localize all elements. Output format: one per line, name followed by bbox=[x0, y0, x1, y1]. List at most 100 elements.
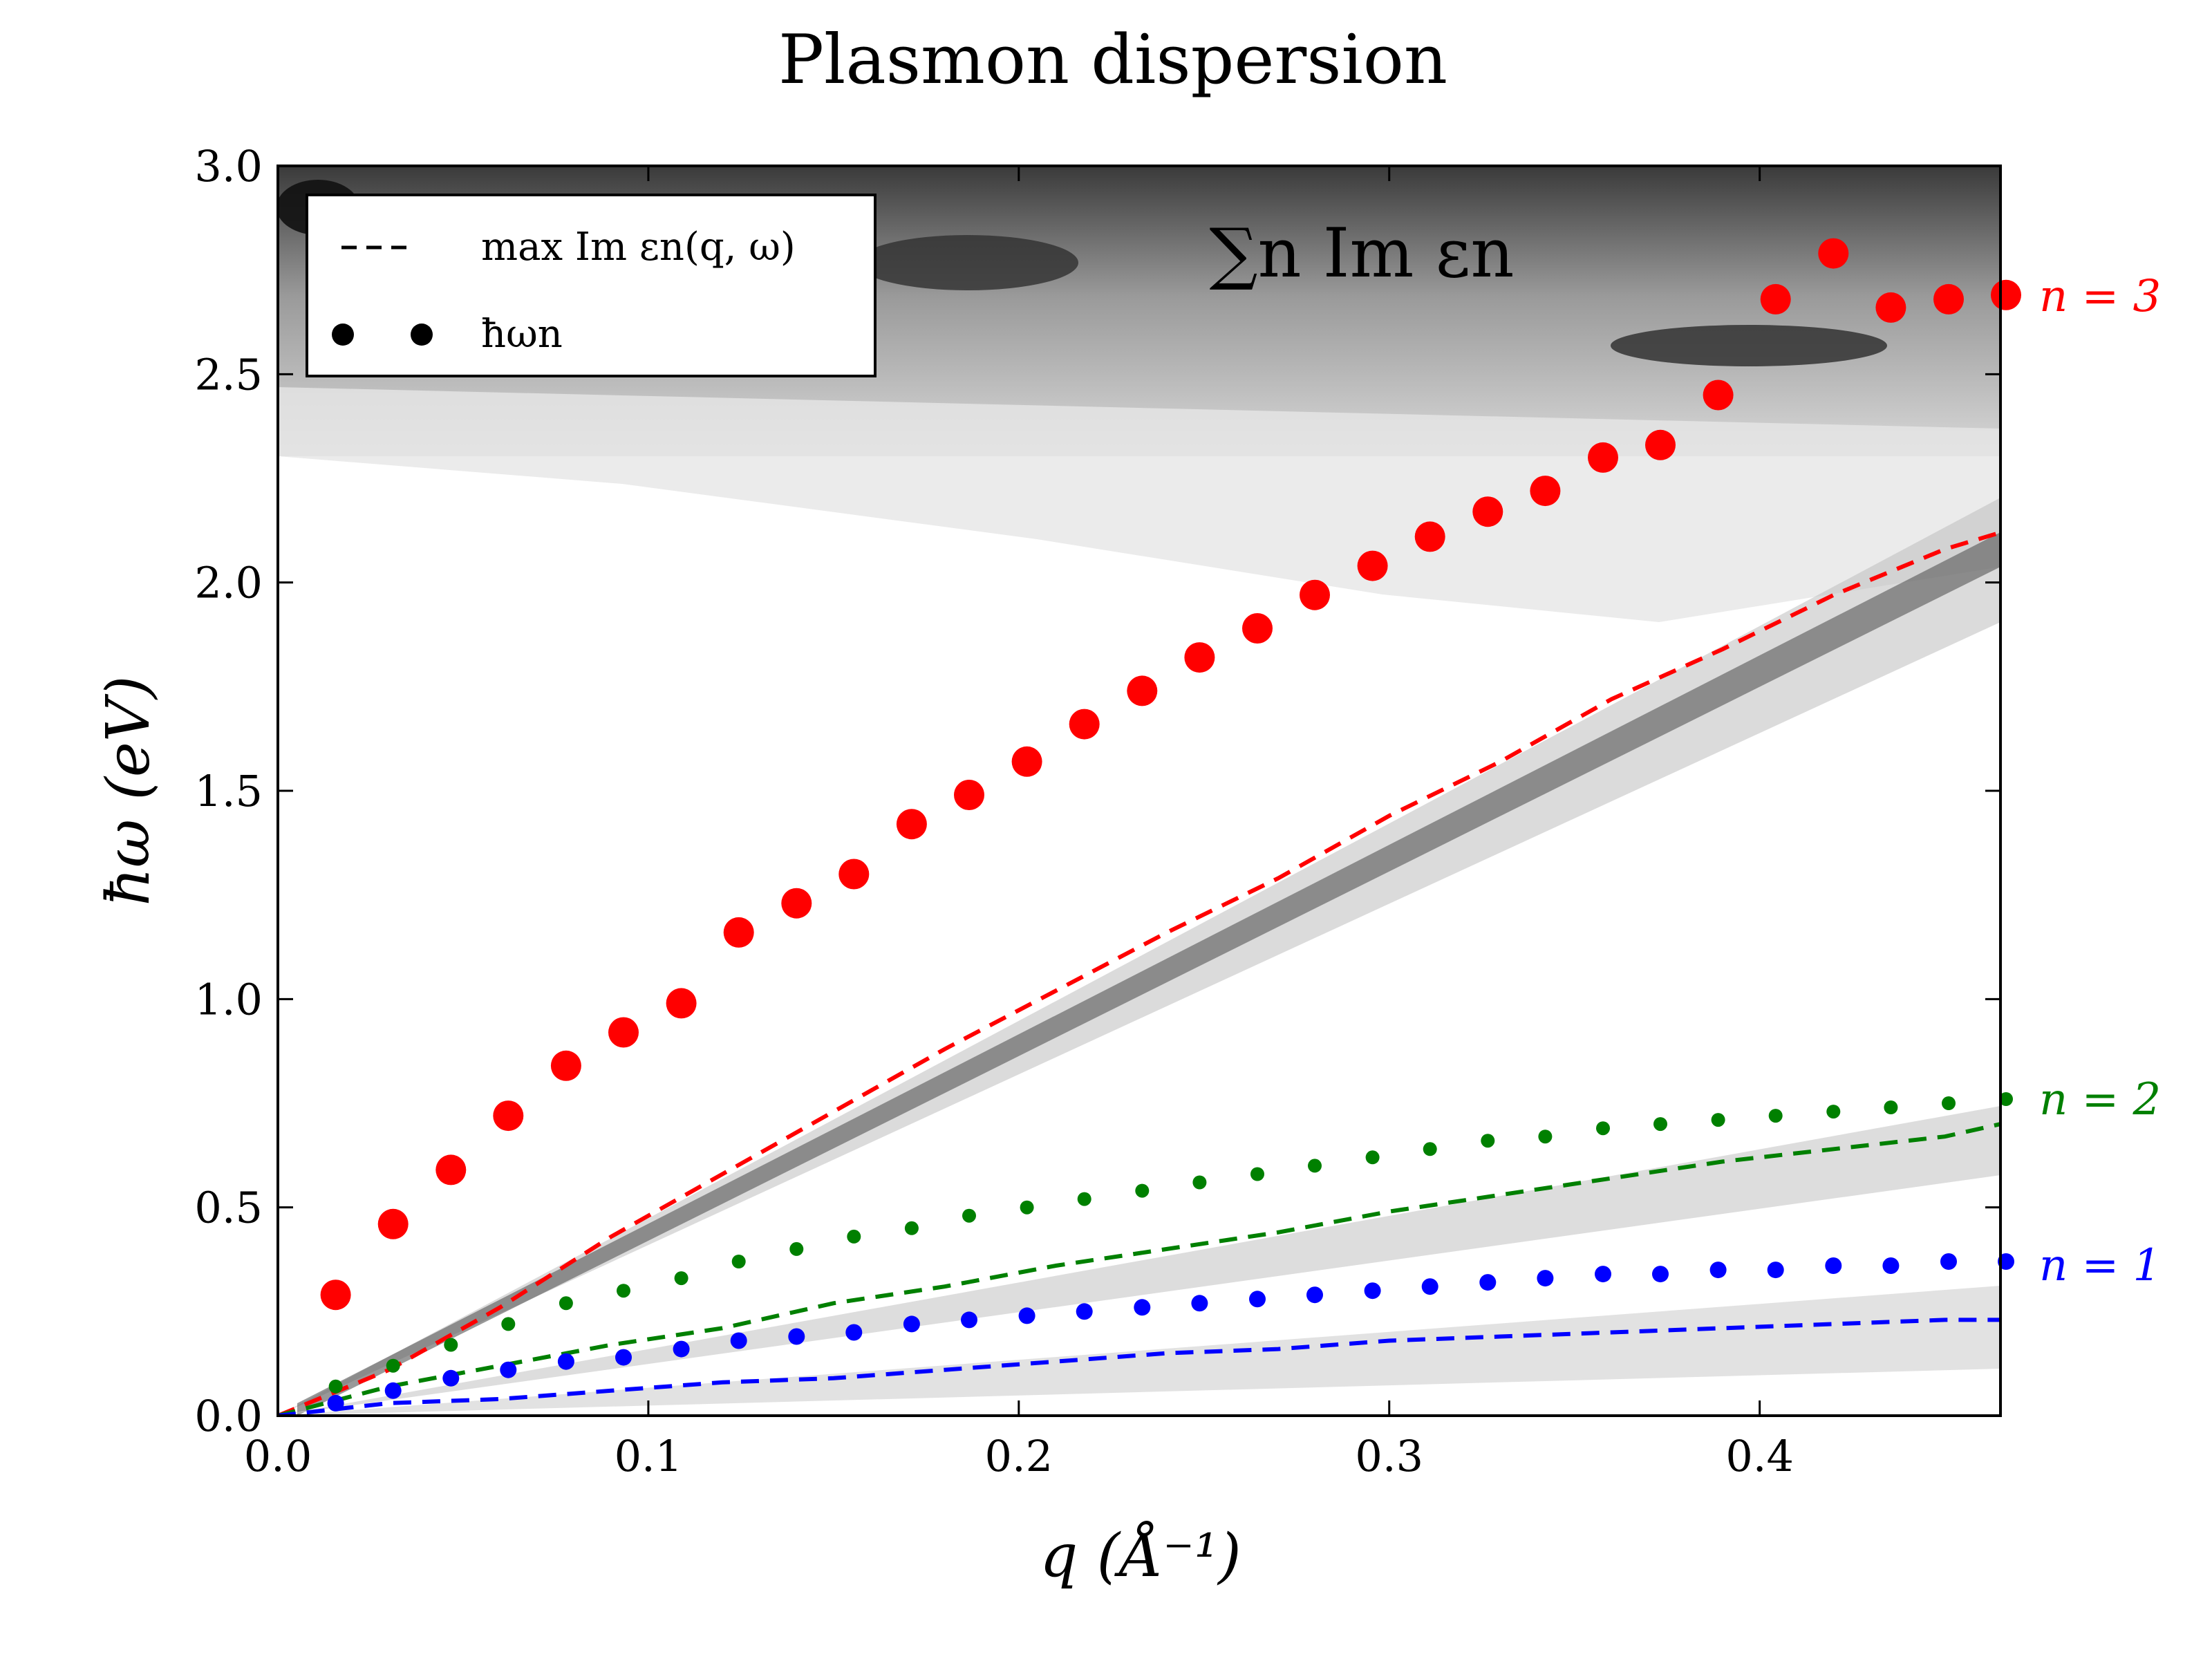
dot-n1-18 bbox=[1364, 1282, 1381, 1300]
dot-n2-15 bbox=[1192, 1175, 1207, 1190]
dot-n3-13 bbox=[1069, 709, 1100, 740]
dot-n3-3 bbox=[493, 1100, 524, 1132]
dot-n1-15 bbox=[1191, 1295, 1208, 1312]
dot-n2-21 bbox=[1538, 1130, 1553, 1144]
dot-n1-14 bbox=[1134, 1299, 1151, 1316]
dot-n1-0 bbox=[327, 1394, 344, 1412]
dot-n1-8 bbox=[788, 1328, 805, 1345]
legend-dot-marker-1 bbox=[332, 324, 354, 346]
dot-n2-13 bbox=[1077, 1192, 1091, 1206]
chart-title: Plasmon dispersion bbox=[778, 21, 1447, 100]
dot-n2-25 bbox=[1768, 1109, 1783, 1123]
label-n3: n = 3 bbox=[2039, 271, 2161, 322]
dot-n2-19 bbox=[1423, 1142, 1437, 1156]
y-tick-label-2: 1.0 bbox=[194, 974, 263, 1024]
label-n1: n = 1 bbox=[2039, 1240, 2161, 1291]
x-tick-label-4: 0.4 bbox=[1725, 1431, 1794, 1481]
dot-n2-6 bbox=[674, 1271, 688, 1286]
dot-n1-28 bbox=[1940, 1253, 1957, 1270]
dot-n3-10 bbox=[896, 809, 927, 840]
dot-n2-14 bbox=[1135, 1183, 1150, 1198]
dot-n2-16 bbox=[1250, 1167, 1264, 1181]
legend-entry-hbar-omega: ħωn bbox=[481, 312, 563, 357]
dot-n3-19 bbox=[1414, 521, 1445, 552]
dot-n3-0 bbox=[320, 1280, 351, 1311]
dot-n1-24 bbox=[1709, 1262, 1727, 1279]
dot-n1-10 bbox=[903, 1315, 920, 1333]
dot-n1-6 bbox=[673, 1340, 690, 1358]
dot-n3-6 bbox=[666, 988, 697, 1019]
dot-n2-20 bbox=[1481, 1134, 1495, 1148]
dot-n3-4 bbox=[550, 1050, 581, 1081]
dot-n2-1 bbox=[386, 1358, 400, 1373]
dot-n2-8 bbox=[789, 1241, 804, 1256]
dot-n2-7 bbox=[731, 1255, 746, 1268]
legend: max Im εn(q, ω) ħωn bbox=[306, 194, 877, 377]
dot-n2-28 bbox=[1942, 1096, 1956, 1110]
dot-n3-12 bbox=[1011, 746, 1042, 777]
y-tick-label-4: 2.0 bbox=[194, 558, 263, 608]
dot-n1-26 bbox=[1825, 1257, 1842, 1274]
dot-n2-23 bbox=[1653, 1117, 1667, 1132]
contour-band-n3-core bbox=[297, 532, 2000, 1416]
dot-n2-3 bbox=[501, 1317, 516, 1331]
dot-n2-9 bbox=[847, 1229, 861, 1244]
legend-box bbox=[306, 194, 877, 377]
dot-n3-24 bbox=[1703, 379, 1734, 411]
dot-n2-29 bbox=[1999, 1092, 2013, 1106]
y-tick-label-1: 0.5 bbox=[194, 1183, 263, 1233]
dot-n3-28 bbox=[1933, 283, 1964, 315]
x-tick-label-0: 0.0 bbox=[244, 1431, 312, 1481]
dot-n2-18 bbox=[1365, 1150, 1380, 1165]
dot-n2-4 bbox=[559, 1296, 573, 1311]
dot-n2-24 bbox=[1711, 1113, 1725, 1127]
dot-n1-20 bbox=[1479, 1274, 1497, 1291]
dot-n3-21 bbox=[1530, 476, 1561, 507]
dashed-line-n1 bbox=[278, 1318, 2000, 1416]
dot-n3-8 bbox=[781, 888, 812, 919]
label-n2: n = 2 bbox=[2039, 1074, 2161, 1125]
contour-dark-spot-2 bbox=[1611, 325, 1887, 366]
contour-upper-haze bbox=[278, 387, 2000, 622]
dot-n1-17 bbox=[1306, 1286, 1323, 1304]
contour-dark-spot-1 bbox=[857, 235, 1078, 290]
dot-n3-15 bbox=[1184, 642, 1215, 673]
dot-n1-4 bbox=[557, 1353, 574, 1370]
dot-n3-20 bbox=[1472, 496, 1503, 527]
contour-band-n1 bbox=[278, 1286, 2000, 1416]
dot-n2-12 bbox=[1020, 1200, 1034, 1215]
dot-n3-23 bbox=[1645, 429, 1676, 460]
dot-n3-16 bbox=[1242, 613, 1273, 644]
dot-n1-1 bbox=[384, 1382, 402, 1399]
dot-n2-27 bbox=[1884, 1100, 1898, 1114]
dot-n1-12 bbox=[1018, 1307, 1035, 1324]
ticks-layer: 0.0 0.1 0.2 0.3 0.4 0.0 0.5 1.0 1.5 2.0 2.5 3.0 bbox=[194, 141, 2000, 1481]
dot-n3-2 bbox=[435, 1154, 467, 1185]
dot-n1-27 bbox=[1882, 1257, 1900, 1274]
dot-n3-9 bbox=[838, 859, 870, 890]
dot-n2-10 bbox=[904, 1221, 919, 1235]
y-tick-label-0: 0.0 bbox=[194, 1391, 263, 1441]
y-tick-label-6: 3.0 bbox=[194, 141, 263, 191]
dot-n1-3 bbox=[500, 1361, 517, 1378]
dot-n2-26 bbox=[1826, 1105, 1841, 1119]
dot-n1-16 bbox=[1249, 1291, 1266, 1308]
contour-band-n3 bbox=[278, 498, 2000, 1416]
dot-n1-11 bbox=[961, 1311, 977, 1329]
dot-n1-25 bbox=[1767, 1262, 1784, 1279]
dot-n3-27 bbox=[1875, 292, 1906, 323]
dots-layer bbox=[320, 238, 2021, 1412]
dot-n3-29 bbox=[1991, 279, 2021, 310]
dot-n2-5 bbox=[617, 1284, 630, 1298]
dot-n2-11 bbox=[962, 1208, 976, 1223]
dot-n3-25 bbox=[1760, 283, 1791, 315]
dot-n1-22 bbox=[1595, 1266, 1611, 1283]
dot-n1-21 bbox=[1537, 1270, 1554, 1287]
y-axis-label: ħω (eV) bbox=[94, 676, 163, 906]
legend-dot-marker-2 bbox=[411, 324, 433, 346]
series-layer bbox=[278, 530, 2000, 1416]
dot-n3-22 bbox=[1588, 442, 1618, 473]
dot-n3-7 bbox=[723, 917, 754, 948]
dashed-line-n2 bbox=[278, 1122, 2000, 1416]
